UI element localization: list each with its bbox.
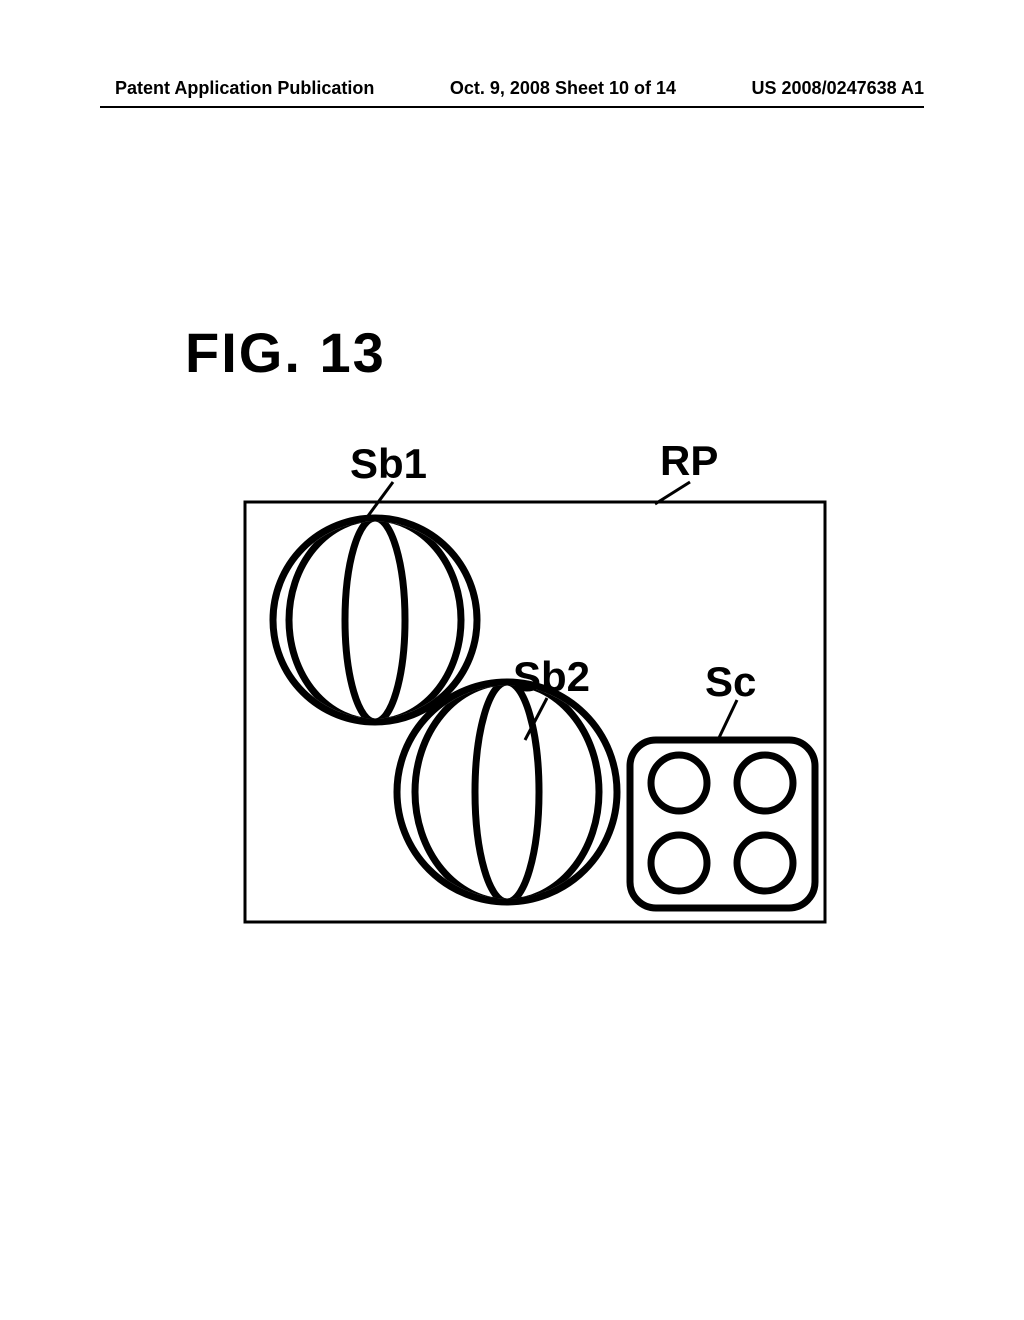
- header-left: Patent Application Publication: [115, 78, 374, 99]
- page-header: Patent Application Publication Oct. 9, 2…: [0, 78, 1024, 99]
- figure-13: Sb1 RP Sb2 Sc: [195, 440, 835, 930]
- header-rule: [100, 106, 924, 108]
- figure-title: FIG. 13: [185, 320, 386, 385]
- figure-svg: [195, 440, 835, 930]
- header-right: US 2008/0247638 A1: [752, 78, 924, 99]
- header-center: Oct. 9, 2008 Sheet 10 of 14: [450, 78, 676, 99]
